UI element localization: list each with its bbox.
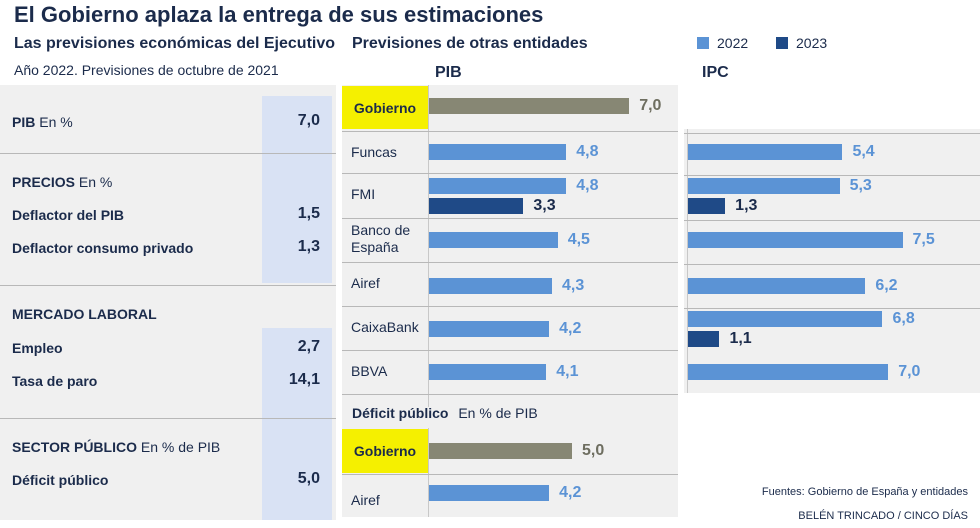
credit-note: BELÉN TRINCADO / CINCO DÍAS (798, 510, 968, 522)
empleo-label: Empleo (12, 340, 63, 356)
entity-label-bbva: BBVA (351, 363, 388, 379)
deficit-label: Déficit público (12, 472, 109, 488)
bar-deficit-airef (429, 485, 550, 501)
entity-label-banco-de-espana: Banco de España (351, 222, 411, 255)
bar-label-deficit-airef: 4,2 (559, 484, 582, 501)
bar-label-ipc-fmi-2022: 5,3 (849, 177, 872, 194)
deflactor-pib-value: 1,5 (297, 205, 320, 222)
divider (342, 131, 678, 132)
bar-ipc-fmi-2023 (688, 198, 726, 214)
bar-label-ipc-fmi-2023: 1,3 (735, 197, 758, 214)
divider (342, 394, 678, 395)
precios-label: PRECIOS En % (12, 174, 113, 190)
entity-label-airef: Airef (351, 275, 380, 291)
divider (342, 262, 678, 263)
bar-pib-fmi-2023 (429, 198, 524, 214)
legend-2022-label: 2022 (717, 35, 749, 51)
bar-pib-banco-de-espana-2022 (429, 232, 558, 248)
legend-2023-label: 2023 (796, 35, 828, 51)
bar-ipc-funcas-2022 (688, 144, 843, 160)
deficit-chart-title: Déficit público En % de PIB (352, 405, 538, 421)
value-column-highlight (262, 328, 332, 520)
empleo-value: 2,7 (297, 338, 320, 355)
paro-label: Tasa de paro (12, 373, 98, 389)
deficit-value: 5,0 (297, 470, 320, 487)
divider (342, 474, 678, 475)
bar-ipc-caixabank-2022 (688, 311, 883, 327)
divider (684, 308, 980, 309)
ipc-panel (684, 129, 980, 393)
bar-label-pib-gobierno-2022: 7,0 (639, 97, 662, 114)
pib-value: 7,0 (297, 112, 320, 129)
deflactor-pib-label: Deflactor del PIB (12, 207, 125, 223)
bar-pib-funcas-2022 (429, 144, 567, 160)
divider (342, 218, 678, 219)
bar-ipc-bbva-2022 (688, 364, 889, 380)
bar-label-pib-caixabank-2022: 4,2 (559, 320, 582, 337)
legend-2023-swatch (776, 37, 788, 49)
bar-label-ipc-banco-de-espana-2022: 7,5 (912, 231, 935, 248)
deflactor-consumo-label: Deflactor consumo privado (12, 240, 194, 256)
divider (684, 133, 980, 134)
bar-label-pib-bbva-2022: 4,1 (556, 363, 579, 380)
divider (684, 264, 980, 265)
deficit-entity-label-airef: Airef (351, 492, 380, 508)
pib-chart-title: PIB (435, 64, 462, 81)
bar-label-pib-fmi-2023: 3,3 (533, 197, 556, 214)
bar-ipc-airef-2022 (688, 278, 866, 294)
divider (684, 220, 980, 221)
middle-heading: Previsiones de otras entidades (352, 35, 588, 52)
entity-label-fmi: FMI (351, 186, 376, 202)
deflactor-consumo-value: 1,3 (297, 238, 320, 255)
bar-label-pib-banco-de-espana-2022: 4,5 (567, 231, 590, 248)
bar-label-ipc-caixabank-2023: 1,1 (729, 330, 752, 347)
entity-label-funcas: Funcas (351, 144, 397, 160)
bar-label-ipc-bbva-2022: 7,0 (898, 363, 921, 380)
bar-pib-bbva-2022 (429, 364, 547, 380)
divider (342, 350, 678, 351)
bar-pib-gobierno-2022 (429, 98, 630, 114)
pib-label: PIB En % (12, 114, 73, 130)
chart-title: El Gobierno aplaza la entrega de sus est… (14, 2, 544, 27)
bar-label-pib-airef-2022: 4,3 (561, 277, 585, 294)
bar-ipc-banco-de-espana-2022 (688, 232, 903, 248)
bar-pib-airef-2022 (429, 278, 552, 294)
paro-value: 14,1 (288, 371, 320, 388)
axis-line (687, 129, 688, 393)
bar-pib-caixabank-2022 (429, 321, 550, 337)
axis-line (428, 428, 429, 517)
divider (0, 153, 336, 154)
bar-label-pib-fmi-2022: 4,8 (576, 177, 599, 194)
divider (684, 175, 980, 176)
divider (342, 306, 678, 307)
divider (0, 418, 336, 419)
axis-line (428, 85, 429, 407)
left-heading: Las previsiones económicas del Ejecutivo (14, 35, 336, 52)
entity-label-gobierno: Gobierno (342, 86, 428, 129)
bar-ipc-caixabank-2023 (688, 331, 720, 347)
ipc-chart-title: IPC (702, 64, 729, 81)
source-note: Fuentes: Gobierno de España y entidades (761, 486, 968, 498)
bar-label-pib-funcas-2022: 4,8 (576, 143, 599, 160)
bar-pib-fmi-2022 (429, 178, 567, 194)
bar-label-ipc-airef-2022: 6,2 (875, 277, 898, 294)
deficit-entity-label-gobierno: Gobierno (342, 429, 428, 473)
bar-ipc-fmi-2022 (688, 178, 840, 194)
value-column-highlight (262, 96, 332, 283)
mercado-label: MERCADO LABORAL (12, 306, 157, 322)
entity-label-caixabank: CaixaBank (351, 319, 419, 335)
bar-label-ipc-caixabank-2022: 6,8 (892, 310, 915, 327)
left-note: Año 2022. Previsiones de octubre de 2021 (14, 62, 279, 78)
sector-label: SECTOR PÚBLICO En % de PIB (12, 439, 221, 455)
divider (342, 173, 678, 174)
bar-deficit-gobierno (429, 443, 572, 459)
legend-2022-swatch (697, 37, 709, 49)
divider (0, 285, 336, 286)
bar-label-deficit-gobierno: 5,0 (582, 442, 605, 459)
bar-label-ipc-funcas-2022: 5,4 (852, 143, 875, 160)
